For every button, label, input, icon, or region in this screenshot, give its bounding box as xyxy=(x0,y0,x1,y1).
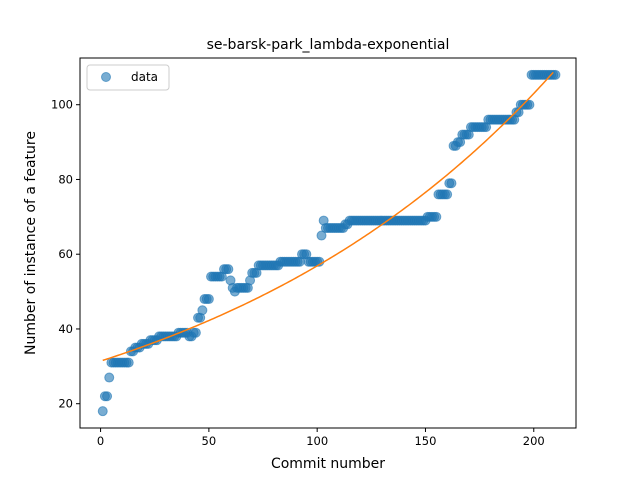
data-point xyxy=(446,178,457,189)
legend-label-data: data xyxy=(131,70,158,84)
y-tick-label: 100 xyxy=(51,98,73,112)
plot-frame xyxy=(79,57,577,429)
y-tick-label: 20 xyxy=(58,397,73,411)
x-tick-label: 100 xyxy=(306,434,328,448)
fit-curve xyxy=(102,71,554,362)
data-point xyxy=(442,189,453,200)
data-point xyxy=(524,99,535,110)
y-tick-label: 40 xyxy=(58,322,73,336)
x-axis-ticks: 0 50 100 150 200 xyxy=(97,428,545,448)
y-axis-ticks: 20 40 60 80 100 xyxy=(51,98,80,411)
data-point xyxy=(550,69,561,80)
chart-title: se-barsk-park_lambda-exponential xyxy=(207,37,450,53)
data-point xyxy=(203,294,214,305)
y-axis-label: Number of instance of a feature xyxy=(23,131,39,355)
y-tick-label: 60 xyxy=(58,247,73,261)
legend: data xyxy=(86,64,170,91)
x-tick-label: 0 xyxy=(97,434,104,448)
data-point xyxy=(190,327,201,338)
data-point xyxy=(431,211,442,222)
data-point xyxy=(316,230,327,241)
data-point xyxy=(123,357,134,368)
data-points xyxy=(97,69,561,417)
data-point xyxy=(223,264,234,275)
data-point xyxy=(197,305,208,316)
x-tick-label: 50 xyxy=(202,434,217,448)
x-tick-label: 200 xyxy=(523,434,545,448)
x-tick-label: 150 xyxy=(414,434,436,448)
data-point xyxy=(97,406,108,417)
x-axis-label: Commit number xyxy=(271,456,385,472)
data-point xyxy=(102,391,113,402)
fit-curve-layer xyxy=(102,71,554,362)
legend-marker-data xyxy=(101,72,111,82)
y-tick-label: 80 xyxy=(58,172,73,186)
data-point xyxy=(104,372,115,383)
legend-box xyxy=(86,64,170,91)
